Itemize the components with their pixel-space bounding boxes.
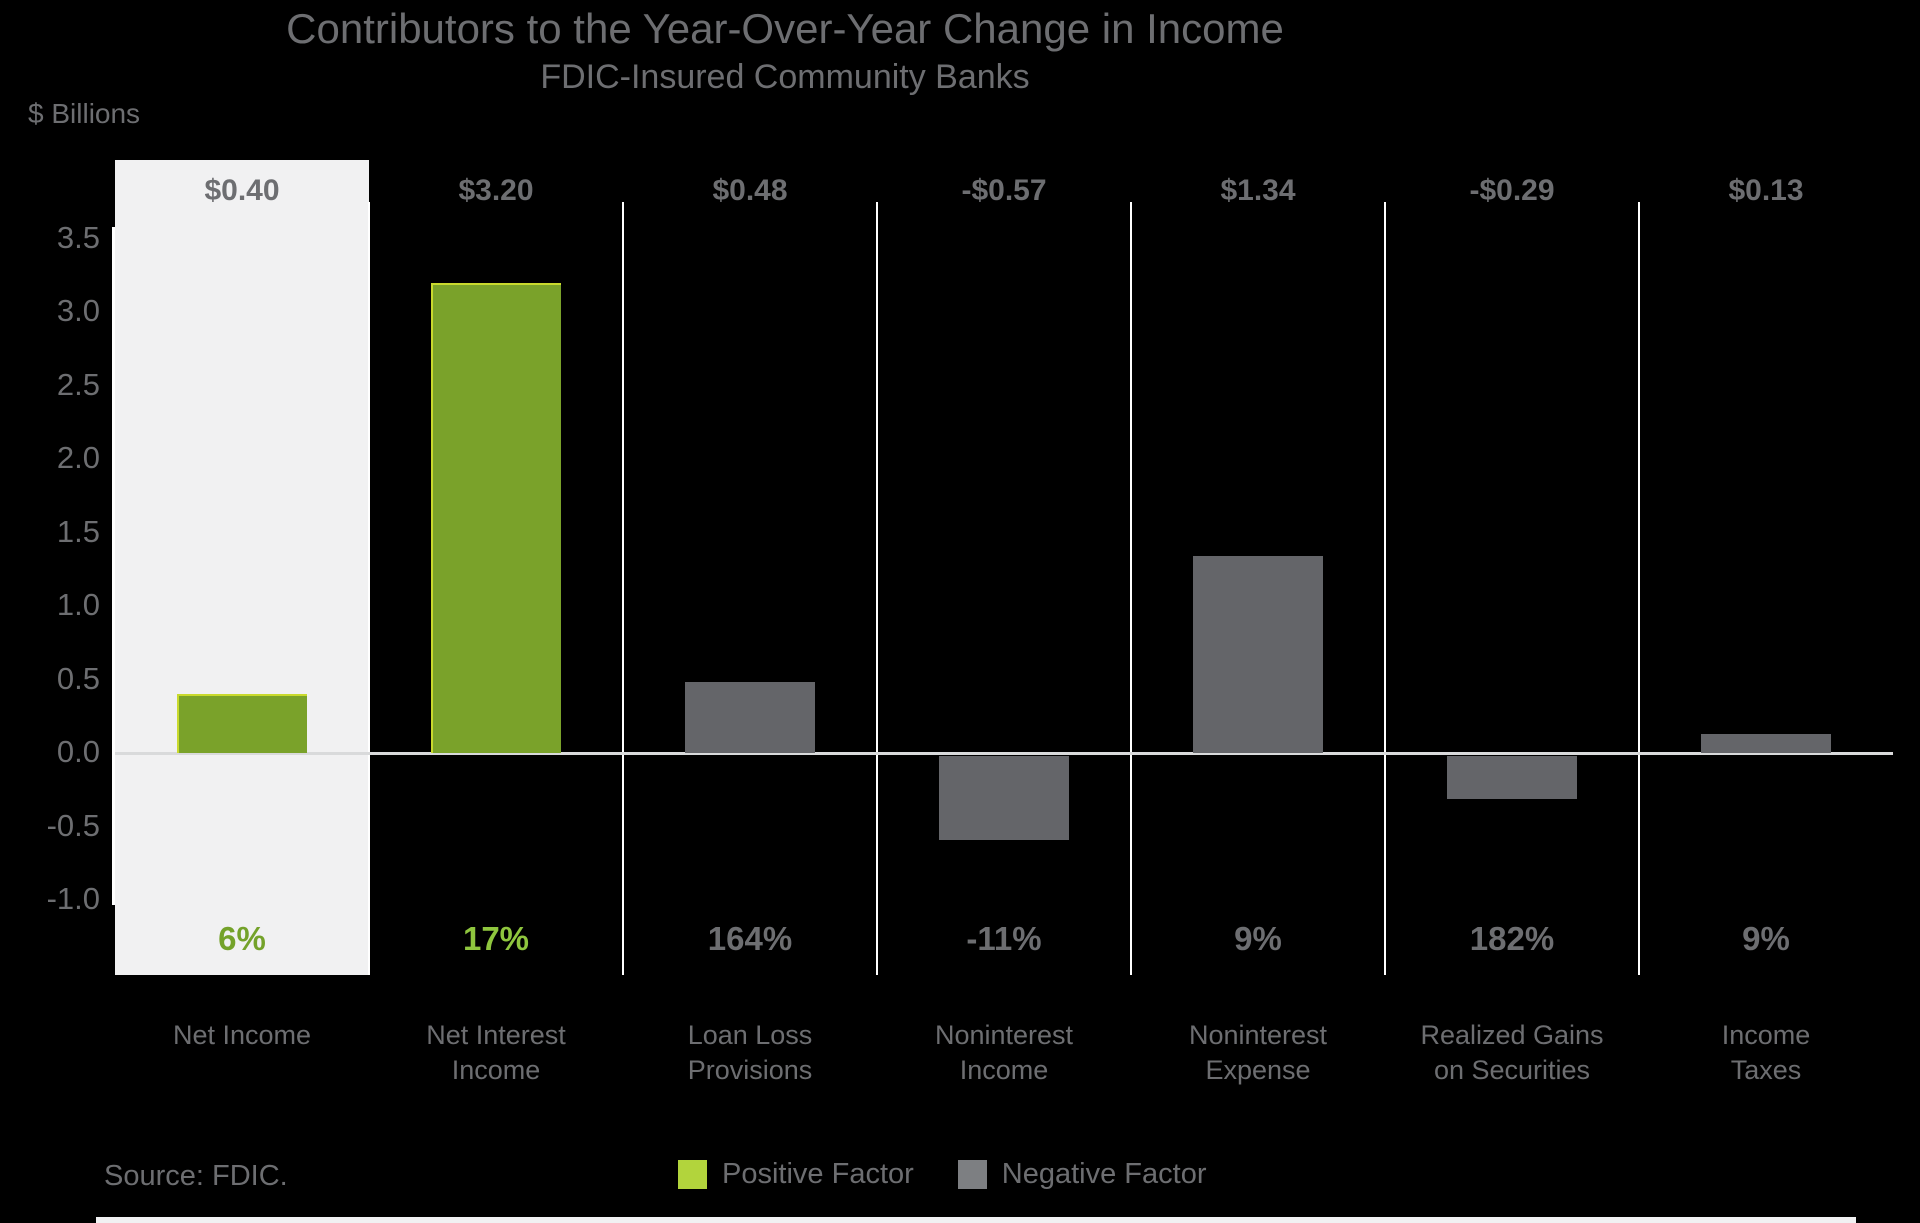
- plot-area: $0.40 6% $3.20 17% $0.48 164% -$0.57 -11% $1.34 9…: [115, 160, 1893, 975]
- chart-column-2: [623, 160, 877, 975]
- category-axis-labels: Net Income Net Interest Income Loan Loss Pro…: [115, 1018, 1893, 1118]
- bar-percent-label: 6%: [218, 920, 266, 957]
- bar-percent-label: 9%: [1234, 920, 1282, 957]
- column-separator: [1638, 202, 1640, 975]
- column-separator: [876, 202, 878, 975]
- legend-label-positive: Positive Factor: [722, 1158, 914, 1190]
- category-label-4: Noninterest Expense: [1188, 1020, 1328, 1085]
- page-title: Contributors to the Year-Over-Year Chang…: [286, 5, 1284, 52]
- value-bar-2: [685, 682, 815, 753]
- y-axis-tick-label: 0.5: [56, 660, 100, 696]
- column-separator: [622, 202, 624, 975]
- category-label-6: Income Taxes: [1721, 1020, 1811, 1085]
- value-bar-0: [177, 694, 307, 753]
- source-note: Source: FDIC.: [104, 1160, 288, 1192]
- y-axis-tick-label: 0.0: [56, 734, 100, 769]
- chart-column-3: [877, 160, 1131, 975]
- y-axis-tick-labels: 3.5 3.0 2.5 2.0 1.5 1.0 0.5 0.0 -0.5 -1.0: [0, 0, 100, 1223]
- bar-value-label: -$0.57: [961, 174, 1047, 207]
- bar-percent-label: 164%: [707, 920, 793, 957]
- y-axis-tick-label: -1.0: [46, 881, 100, 916]
- legend-item-negative: Negative Factor: [957, 1158, 1207, 1191]
- bar-value-label: $0.13: [1728, 174, 1804, 207]
- y-axis-tick-label: 3.0: [56, 293, 100, 328]
- bar-value-label: $3.20: [458, 174, 534, 207]
- legend-label-negative: Negative Factor: [1001, 1158, 1207, 1190]
- bottom-border-line: [96, 1217, 1856, 1223]
- bar-percent-label: -11%: [966, 920, 1042, 957]
- bar-value-label: $1.34: [1220, 174, 1296, 207]
- positive-factor-swatch-icon: [678, 1160, 707, 1189]
- bar-percent-label: 182%: [1469, 920, 1555, 957]
- bar-percent-label: 9%: [1742, 920, 1790, 957]
- value-bar-3: [939, 756, 1069, 840]
- y-axis-unit-label: $ Billions: [28, 98, 141, 129]
- negative-factor-swatch-icon: [957, 1160, 987, 1189]
- y-axis-line: [112, 227, 115, 905]
- y-axis-tick-label: -0.5: [46, 807, 100, 843]
- value-bar-1: [431, 283, 561, 753]
- page-subtitle: FDIC-Insured Community Banks: [540, 58, 1030, 97]
- column-separator: [1384, 202, 1386, 975]
- bar-value-label: $0.48: [712, 174, 788, 207]
- bar-percent-label: 17%: [462, 920, 530, 957]
- y-axis-tick-label: 1.5: [56, 513, 100, 549]
- legend-item-positive: Positive Factor: [678, 1158, 914, 1191]
- chart-column-5: [1385, 160, 1639, 975]
- value-bar-6: [1701, 734, 1831, 753]
- chart-column-6: [1639, 160, 1893, 975]
- y-axis-tick-label: 2.0: [56, 440, 100, 475]
- value-bar-4: [1193, 556, 1323, 753]
- value-bar-5: [1447, 756, 1577, 799]
- category-label-2: Loan Loss Provisions: [687, 1020, 813, 1085]
- category-label-3: Noninterest Income: [934, 1020, 1074, 1085]
- category-label-0: Net Income: [172, 1020, 312, 1050]
- y-axis-tick-label: 2.5: [56, 366, 100, 402]
- category-label-5: Realized Gains on Securities: [1420, 1020, 1604, 1085]
- bar-value-label: $0.40: [204, 174, 280, 207]
- legend: Positive Factor Negative Factor: [678, 1158, 1207, 1191]
- y-axis-tick-label: 3.5: [56, 219, 100, 255]
- category-label-1: Net Interest Income: [426, 1020, 566, 1085]
- y-axis-tick-label: 1.0: [56, 587, 100, 622]
- zero-baseline: [115, 752, 1893, 755]
- title-block: Contributors to the Year-Over-Year Chang…: [0, 5, 1570, 97]
- bar-value-label: -$0.29: [1469, 174, 1555, 207]
- chart-column-0: [115, 160, 369, 975]
- column-separator: [368, 202, 370, 975]
- column-separator: [1130, 202, 1132, 975]
